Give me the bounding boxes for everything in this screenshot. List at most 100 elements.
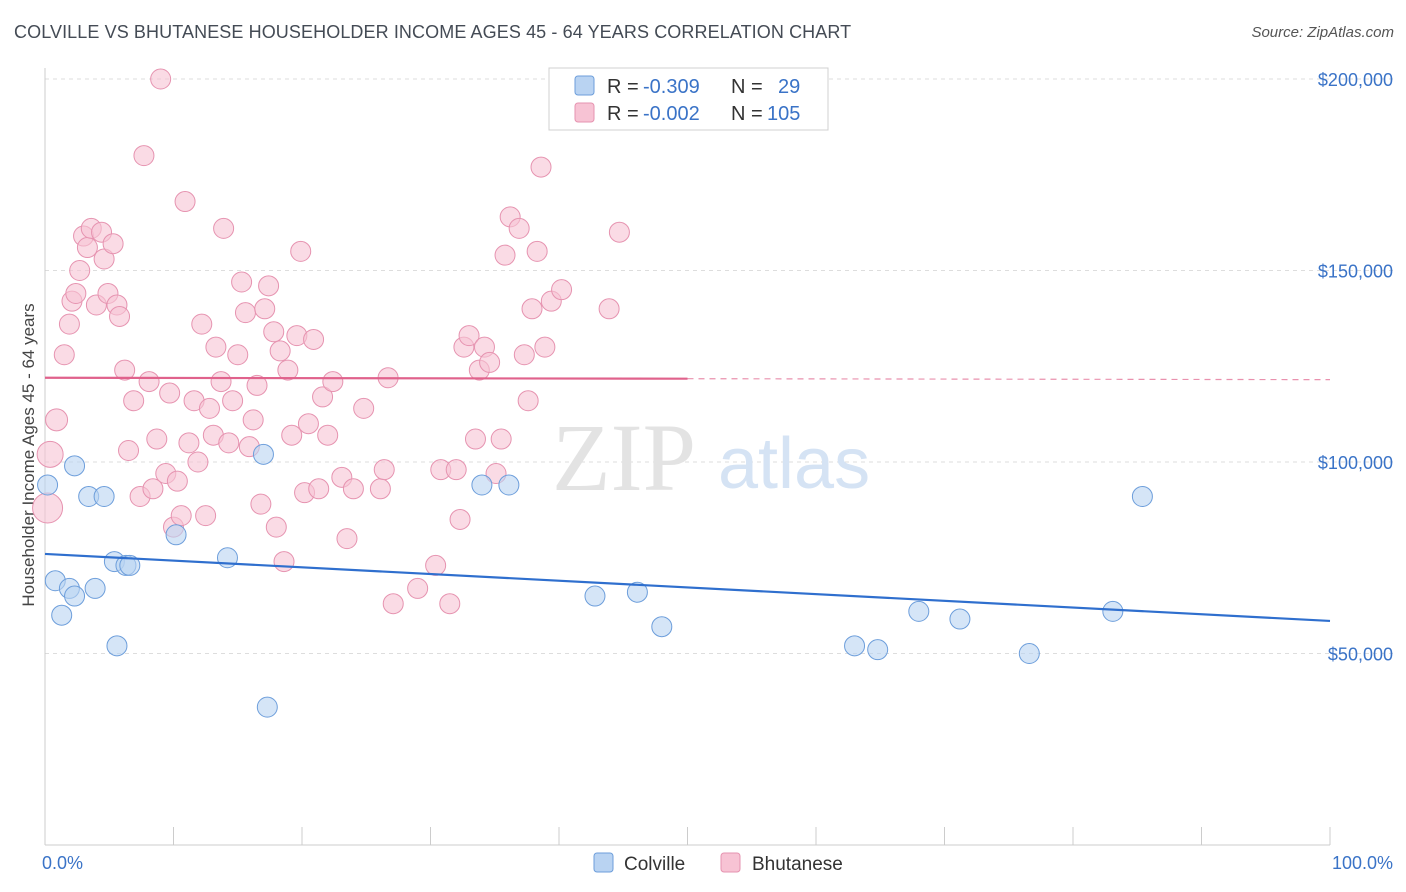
legend-r-label: R = bbox=[607, 76, 639, 98]
point-colville bbox=[471, 474, 493, 496]
x-tick-label-max: 100.0% bbox=[1332, 853, 1393, 873]
point-colville bbox=[84, 577, 106, 599]
point-bhutanese bbox=[250, 493, 272, 515]
point-bhutanese bbox=[123, 390, 145, 412]
point-bhutanese bbox=[369, 478, 391, 500]
point-bhutanese bbox=[336, 528, 358, 550]
point-bhutanese bbox=[246, 374, 268, 396]
point-bhutanese bbox=[114, 359, 136, 381]
point-bhutanese bbox=[281, 424, 303, 446]
point-bhutanese bbox=[277, 359, 299, 381]
legend-n-value: 105 bbox=[767, 103, 800, 125]
point-bhutanese bbox=[513, 344, 535, 366]
point-colville bbox=[908, 600, 930, 622]
legend-bottom-swatch-bhutanese bbox=[720, 852, 741, 873]
legend-n-value: 29 bbox=[778, 76, 800, 98]
legend-swatch-bhutanese bbox=[574, 102, 595, 123]
point-bhutanese bbox=[353, 397, 375, 419]
point-bhutanese bbox=[174, 191, 196, 213]
point-bhutanese bbox=[273, 551, 295, 573]
point-bhutanese bbox=[439, 593, 461, 615]
point-bhutanese bbox=[322, 371, 344, 393]
point-bhutanese bbox=[118, 440, 140, 462]
point-bhutanese bbox=[65, 282, 87, 304]
point-bhutanese bbox=[254, 298, 276, 320]
point-bhutanese bbox=[551, 279, 573, 301]
point-bhutanese bbox=[69, 260, 91, 281]
point-bhutanese bbox=[222, 390, 244, 412]
point-bhutanese bbox=[297, 413, 319, 435]
point-bhutanese bbox=[166, 470, 188, 492]
point-bhutanese bbox=[231, 271, 253, 293]
point-bhutanese bbox=[342, 478, 364, 500]
point-bhutanese bbox=[150, 68, 172, 90]
y-tick-label: $200,000 bbox=[1318, 70, 1393, 90]
point-bhutanese bbox=[526, 240, 548, 262]
point-bhutanese bbox=[146, 428, 168, 450]
point-bhutanese bbox=[317, 424, 339, 446]
point-bhutanese bbox=[218, 432, 240, 454]
legend-bottom-swatch-colville bbox=[593, 852, 614, 873]
legend-r-value: -0.002 bbox=[643, 103, 700, 125]
point-bhutanese bbox=[45, 408, 69, 432]
point-bhutanese bbox=[191, 313, 213, 335]
point-bhutanese bbox=[598, 298, 620, 320]
axes bbox=[44, 68, 1331, 846]
trend-line-bhutanese-extension bbox=[687, 378, 1331, 381]
point-bhutanese bbox=[290, 240, 312, 262]
point-bhutanese bbox=[534, 336, 556, 358]
point-bhutanese bbox=[265, 516, 287, 538]
point-bhutanese bbox=[458, 325, 480, 347]
point-bhutanese bbox=[109, 305, 131, 327]
point-bhutanese bbox=[133, 145, 155, 167]
point-bhutanese bbox=[308, 478, 330, 500]
point-bhutanese bbox=[53, 344, 75, 366]
legend-n-label: N = bbox=[731, 76, 763, 98]
series-colville bbox=[37, 443, 1153, 718]
point-bhutanese bbox=[187, 451, 209, 473]
point-bhutanese bbox=[159, 382, 181, 404]
legend-bottom: Colville Bhutanese bbox=[593, 852, 843, 875]
point-bhutanese bbox=[58, 313, 80, 335]
point-colville bbox=[1102, 600, 1124, 622]
point-bhutanese bbox=[195, 505, 217, 527]
point-bhutanese bbox=[425, 554, 447, 576]
point-bhutanese bbox=[76, 237, 98, 259]
point-colville bbox=[651, 616, 673, 638]
point-colville bbox=[626, 581, 648, 603]
point-bhutanese bbox=[227, 344, 249, 366]
trend-line-bhutanese bbox=[44, 376, 688, 380]
point-bhutanese bbox=[102, 233, 124, 255]
legend-n-label: N = bbox=[731, 103, 763, 125]
watermark-atlas: atlas bbox=[718, 424, 870, 504]
point-colville bbox=[867, 639, 889, 661]
legend-r-value: -0.309 bbox=[643, 76, 700, 98]
point-colville bbox=[256, 696, 278, 718]
point-bhutanese bbox=[142, 478, 164, 500]
series-bhutanese bbox=[32, 68, 630, 615]
point-colville bbox=[949, 608, 971, 630]
point-bhutanese bbox=[234, 302, 256, 324]
point-colville bbox=[252, 443, 274, 465]
y-tick-label: $50,000 bbox=[1328, 645, 1393, 665]
point-bhutanese bbox=[138, 371, 160, 393]
point-bhutanese bbox=[242, 409, 264, 431]
gridlines bbox=[45, 78, 1395, 654]
point-bhutanese bbox=[36, 440, 64, 468]
point-colville bbox=[64, 585, 86, 607]
point-bhutanese bbox=[464, 428, 486, 450]
point-bhutanese bbox=[303, 328, 325, 350]
point-colville bbox=[37, 474, 59, 496]
y-tick-label: $100,000 bbox=[1318, 453, 1393, 473]
point-bhutanese bbox=[373, 459, 395, 481]
point-bhutanese bbox=[508, 217, 530, 239]
point-bhutanese bbox=[521, 298, 543, 320]
legend-box bbox=[548, 67, 829, 131]
watermark-zip: ZIP bbox=[552, 404, 696, 511]
point-bhutanese bbox=[608, 221, 630, 243]
point-colville bbox=[64, 455, 86, 477]
point-bhutanese bbox=[198, 397, 220, 419]
x-tick-labels: 0.0% 100.0% bbox=[42, 853, 1393, 873]
legend-r-label: R = bbox=[607, 103, 639, 125]
